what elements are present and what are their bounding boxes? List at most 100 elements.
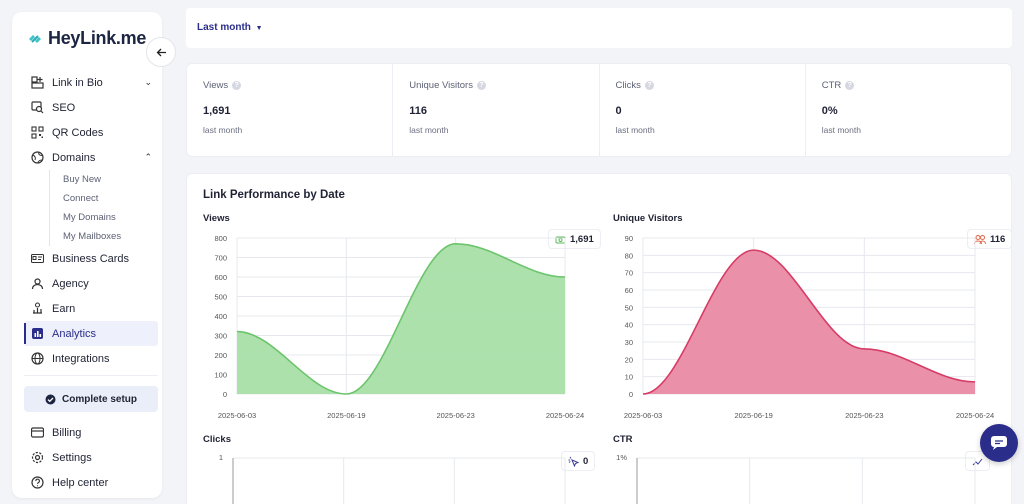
filter-bar: Last month ▼	[186, 8, 1012, 48]
caret-down-icon: ▼	[255, 25, 263, 32]
views-chart: 0 100 200 300 400 500 600 700 800 2025-06-03 2025-…	[214, 234, 584, 420]
period-dropdown[interactable]: Last month ▼	[197, 22, 263, 33]
check-circle-icon	[45, 394, 56, 404]
chevron-up-icon: ⌃	[144, 152, 152, 162]
sidebar-item-seo[interactable]: SEO	[24, 95, 158, 120]
sidebar-item-qr-codes[interactable]: QR Codes	[24, 120, 158, 145]
brand-logo[interactable]: HeyLink.me	[26, 28, 146, 49]
y-tick-label: 80	[625, 251, 633, 260]
divider	[24, 375, 158, 376]
y-tick-label: 800	[214, 234, 227, 243]
stat-period: last month	[615, 125, 655, 135]
stat-label: Unique Visitors	[409, 80, 473, 91]
sidebar-item-link-in-bio[interactable]: Link in Bio ⌄	[24, 70, 158, 95]
stat-period: last month	[203, 125, 243, 135]
domains-submenu: Buy New Connect My Domains My Mailboxes	[49, 170, 158, 246]
y-tick-label: 50	[625, 303, 633, 312]
sidebar-item-label: Business Cards	[52, 252, 130, 265]
collapse-sidebar-button[interactable]	[146, 37, 176, 67]
sidebar-item-agency[interactable]: Agency	[24, 271, 158, 296]
link-performance-panel: Link Performance by Date Views 1,691 0 10…	[186, 173, 1012, 504]
y-tick-label: 30	[625, 338, 633, 347]
sidebar-item-help-center[interactable]: Help center	[24, 470, 158, 495]
x-tick-label: 2025-06-19	[734, 411, 772, 420]
stat-ctr: CTR? 0% last month	[804, 64, 1011, 156]
sidebar-item-domains[interactable]: Domains ⌃	[24, 145, 158, 170]
brand-name: HeyLink.me	[48, 28, 147, 48]
settings-icon	[30, 451, 44, 465]
agency-icon	[30, 277, 44, 291]
stat-label: Views	[203, 80, 229, 91]
help-tooltip-icon[interactable]: ?	[476, 81, 486, 90]
ctr-total-badge	[965, 451, 990, 471]
support-chat-button[interactable]	[980, 424, 1018, 462]
badge-value: 0	[583, 455, 589, 467]
help-tooltip-icon[interactable]: ?	[845, 81, 855, 90]
stat-value: 1,691	[203, 105, 231, 117]
sidebar-item-label: Agency	[52, 277, 89, 290]
sidebar-item-integrations[interactable]: Integrations	[24, 346, 158, 371]
y-tick-label: 300	[214, 332, 227, 341]
sidebar-item-label: Help center	[52, 476, 109, 489]
sidebar-item-label: QR Codes	[52, 126, 104, 139]
stat-clicks: Clicks? 0 last month	[598, 64, 805, 156]
help-tooltip-icon[interactable]: ?	[644, 81, 654, 90]
badge-value: 116	[990, 233, 1006, 245]
stat-value: 116	[409, 105, 427, 117]
sidebar-item-label: Link in Bio	[52, 76, 103, 89]
submenu-item-my-mailboxes[interactable]: My Mailboxes	[63, 231, 122, 242]
y-tick-label: 200	[214, 351, 227, 360]
sidebar-item-earn[interactable]: Earn	[24, 296, 158, 321]
stat-value: 0	[615, 105, 622, 117]
chart-title-unique-visitors: Unique Visitors	[613, 213, 683, 224]
sidebar-item-billing[interactable]: Billing	[24, 420, 158, 445]
stat-period: last month	[409, 125, 449, 135]
y-tick-label: 40	[625, 321, 633, 330]
x-tick-label: 2025-06-23	[845, 411, 883, 420]
x-tick-label: 2025-06-19	[327, 411, 365, 420]
stat-period: last month	[821, 125, 861, 135]
stat-label: CTR	[821, 80, 842, 91]
clicks-chart: 1	[219, 453, 566, 504]
submenu-item-my-domains[interactable]: My Domains	[63, 212, 116, 223]
stat-label: Clicks	[615, 80, 641, 91]
sidebar-nav: Link in Bio ⌄ SEO QR Codes Domains ⌃ Buy…	[24, 70, 158, 495]
sidebar-item-label: Earn	[52, 302, 76, 315]
y-tick-label: 1	[219, 453, 223, 462]
y-tick-label: 20	[625, 355, 633, 364]
y-tick-label: 400	[214, 312, 227, 321]
complete-setup-label: Complete setup	[61, 393, 137, 405]
chat-icon	[991, 436, 1007, 450]
sidebar-item-settings[interactable]: Settings	[24, 445, 158, 470]
chart-title-ctr: CTR	[613, 434, 633, 445]
sidebar: HeyLink.me Link in Bio ⌄ SEO QR Codes	[12, 12, 162, 498]
help-tooltip-icon[interactable]: ?	[232, 81, 242, 90]
sidebar-item-label: Billing	[52, 426, 82, 439]
seo-icon	[30, 101, 44, 115]
analytics-icon	[30, 327, 44, 341]
business-card-icon	[30, 252, 44, 266]
y-tick-label: 70	[625, 269, 633, 278]
y-tick-label: 500	[214, 293, 227, 302]
sidebar-item-business-cards[interactable]: Business Cards	[24, 246, 158, 271]
billing-icon	[30, 426, 44, 440]
chart-title-clicks: Clicks	[203, 434, 231, 445]
x-tick-label: 2025-06-24	[546, 411, 584, 420]
submenu-item-connect[interactable]: Connect	[63, 193, 99, 204]
stat-value: 0%	[821, 105, 838, 117]
y-tick-label: 0	[629, 390, 633, 399]
x-tick-label: 2025-06-03	[218, 411, 256, 420]
earn-icon	[30, 302, 44, 316]
x-tick-label: 2025-06-03	[624, 411, 662, 420]
complete-setup-button[interactable]: Complete setup	[24, 386, 158, 412]
x-tick-label: 2025-06-23	[436, 411, 474, 420]
stat-unique-visitors: Unique Visitors? 116 last month	[392, 64, 598, 156]
sidebar-item-analytics[interactable]: Analytics	[24, 321, 158, 346]
y-tick-label: 10	[625, 373, 633, 382]
y-tick-label: 60	[625, 286, 633, 295]
stats-summary: Views? 1,691 last month Unique Visitors?…	[186, 63, 1012, 157]
submenu-item-buy-new[interactable]: Buy New	[63, 174, 102, 185]
sidebar-item-label: Settings	[52, 451, 92, 464]
stat-views: Views? 1,691 last month	[187, 64, 392, 156]
period-label: Last month	[197, 22, 251, 33]
